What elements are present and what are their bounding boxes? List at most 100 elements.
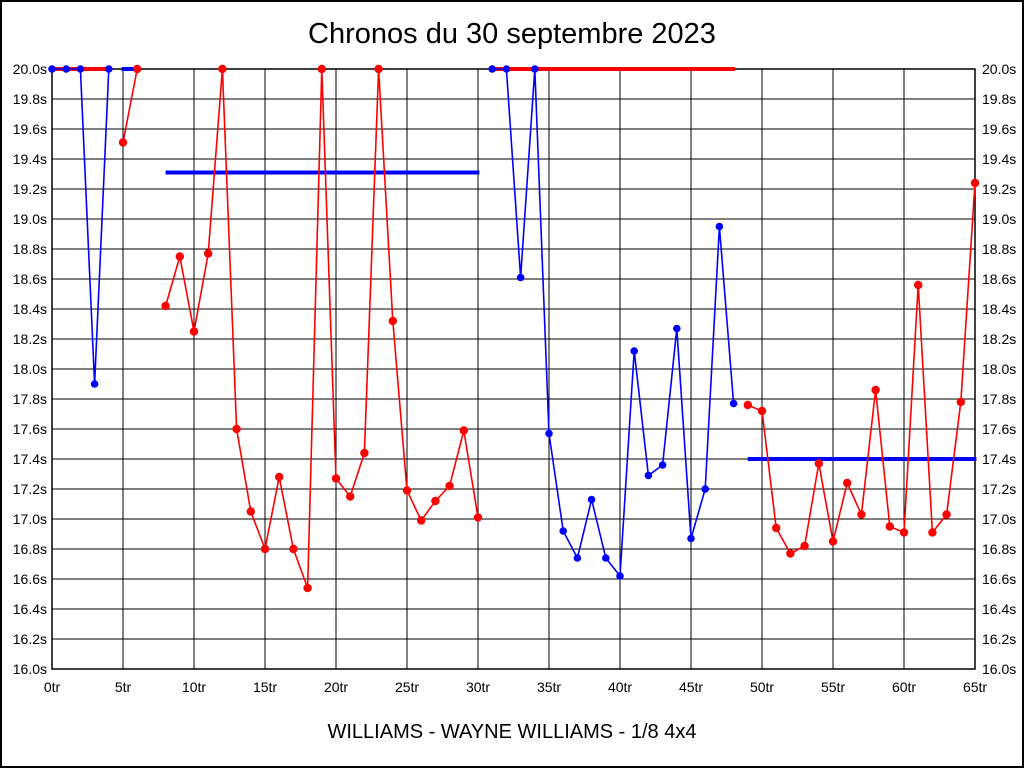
series-blue-point bbox=[573, 554, 582, 562]
y-tick-label-right: 19.4s bbox=[982, 151, 1016, 167]
series-red-line bbox=[747, 182, 976, 555]
x-tick-label: 15tr bbox=[253, 679, 277, 695]
series-red-point bbox=[388, 316, 397, 326]
series-blue-point bbox=[729, 399, 738, 408]
series-red-point bbox=[118, 138, 128, 147]
x-tick-label: 35tr bbox=[537, 679, 561, 695]
series-blue-point bbox=[701, 485, 709, 493]
x-tick-label: 30tr bbox=[466, 679, 490, 695]
series-blue-point bbox=[48, 65, 56, 73]
y-tick-label-left: 17.6s bbox=[13, 421, 47, 437]
x-tick-label: 55tr bbox=[821, 679, 845, 695]
series-blue-point bbox=[516, 273, 525, 282]
y-tick-label-left: 20.0s bbox=[13, 61, 47, 77]
x-tick-label: 50tr bbox=[750, 679, 774, 695]
chart-title: Chronos du 30 septembre 2023 bbox=[308, 18, 716, 50]
series-blue-point bbox=[545, 429, 553, 438]
series-red-point bbox=[857, 510, 866, 519]
x-tick-label: 5tr bbox=[115, 679, 132, 695]
y-tick-label-right: 18.2s bbox=[982, 331, 1016, 347]
y-tick-label-right: 17.8s bbox=[982, 391, 1016, 407]
series-red-point bbox=[899, 528, 909, 537]
series-red-point bbox=[346, 492, 355, 501]
series-red-point bbox=[133, 64, 142, 74]
series-blue-point bbox=[559, 527, 567, 535]
series-blue-point bbox=[715, 222, 724, 231]
series-red-point bbox=[161, 301, 170, 311]
y-tick-label-left: 16.4s bbox=[13, 601, 47, 617]
y-tick-label-left: 16.6s bbox=[13, 571, 47, 587]
y-tick-label-left: 19.4s bbox=[13, 151, 47, 167]
series-blue-point bbox=[488, 65, 497, 73]
series-red-point bbox=[402, 486, 412, 495]
series-red-point bbox=[204, 249, 213, 258]
series-red-point bbox=[232, 424, 241, 434]
x-tick-label: 65tr bbox=[963, 679, 987, 695]
y-tick-label-right: 19.6s bbox=[982, 121, 1016, 137]
y-tick-label-right: 19.2s bbox=[982, 181, 1016, 197]
y-tick-label-right: 16.4s bbox=[982, 601, 1016, 617]
series-red-line bbox=[122, 68, 138, 143]
series-red-point bbox=[885, 522, 894, 531]
series-red-point bbox=[275, 472, 284, 482]
series-red-point bbox=[374, 64, 383, 74]
series-blue-point bbox=[76, 65, 85, 73]
y-tick-label-left: 18.0s bbox=[13, 361, 47, 377]
series-blue-point bbox=[587, 495, 596, 504]
series-red-point bbox=[828, 537, 838, 546]
y-tick-label-left: 16.0s bbox=[13, 661, 47, 677]
y-tick-label-right: 17.6s bbox=[982, 421, 1016, 437]
y-tick-label-left: 17.4s bbox=[13, 451, 47, 467]
x-tick-label: 0tr bbox=[44, 679, 61, 695]
y-tick-label-right: 16.8s bbox=[982, 541, 1016, 557]
x-tick-label: 40tr bbox=[608, 679, 632, 695]
series-red-point bbox=[843, 478, 852, 488]
y-tick-label-right: 18.8s bbox=[982, 241, 1016, 257]
y-tick-label-right: 19.0s bbox=[982, 211, 1016, 227]
series-red-point bbox=[970, 178, 980, 188]
series-blue-point bbox=[105, 65, 113, 73]
y-tick-label-right: 17.2s bbox=[982, 481, 1016, 497]
y-tick-label-left: 16.8s bbox=[13, 541, 47, 557]
series-blue-point bbox=[62, 65, 70, 73]
y-tick-label-left: 18.6s bbox=[13, 271, 47, 287]
series-red-point bbox=[473, 513, 483, 522]
series-red-point bbox=[786, 549, 795, 558]
series-red-point bbox=[360, 448, 369, 458]
y-tick-label-right: 18.6s bbox=[982, 271, 1016, 287]
series-red-point bbox=[956, 397, 965, 407]
y-tick-label-left: 19.8s bbox=[13, 91, 47, 107]
series-red-point bbox=[431, 496, 440, 506]
series-red-point bbox=[914, 280, 923, 290]
y-tick-label-left: 17.0s bbox=[13, 511, 47, 527]
y-tick-label-right: 18.4s bbox=[982, 301, 1016, 317]
series-red-point bbox=[317, 64, 326, 74]
series-red-point bbox=[459, 426, 468, 435]
y-tick-label-right: 16.6s bbox=[982, 571, 1016, 587]
x-tick-label: 45tr bbox=[679, 679, 703, 695]
series-red-point bbox=[246, 507, 255, 516]
series-red-point bbox=[289, 544, 298, 554]
series-red-point bbox=[757, 406, 767, 416]
y-tick-label-left: 18.4s bbox=[13, 301, 47, 317]
series-red-point bbox=[331, 474, 341, 483]
series-blue-line bbox=[492, 68, 735, 579]
y-tick-label-left: 19.2s bbox=[13, 181, 47, 197]
series-blue-point bbox=[90, 380, 99, 388]
series-red-point bbox=[175, 252, 184, 261]
series-red-point bbox=[800, 541, 809, 551]
x-tick-label: 25tr bbox=[395, 679, 419, 695]
x-tick-label: 10tr bbox=[182, 679, 206, 695]
series-red-point bbox=[417, 516, 426, 525]
series-blue-point bbox=[602, 554, 610, 562]
series-red-point bbox=[814, 459, 823, 468]
series-red-line bbox=[164, 68, 479, 589]
series-blue-point bbox=[658, 461, 667, 469]
y-tick-label-left: 18.2s bbox=[13, 331, 47, 347]
y-tick-label-left: 19.0s bbox=[13, 211, 47, 227]
series-red-point bbox=[928, 528, 937, 537]
y-tick-label-left: 18.8s bbox=[13, 241, 47, 257]
y-tick-label-right: 16.2s bbox=[982, 631, 1016, 647]
